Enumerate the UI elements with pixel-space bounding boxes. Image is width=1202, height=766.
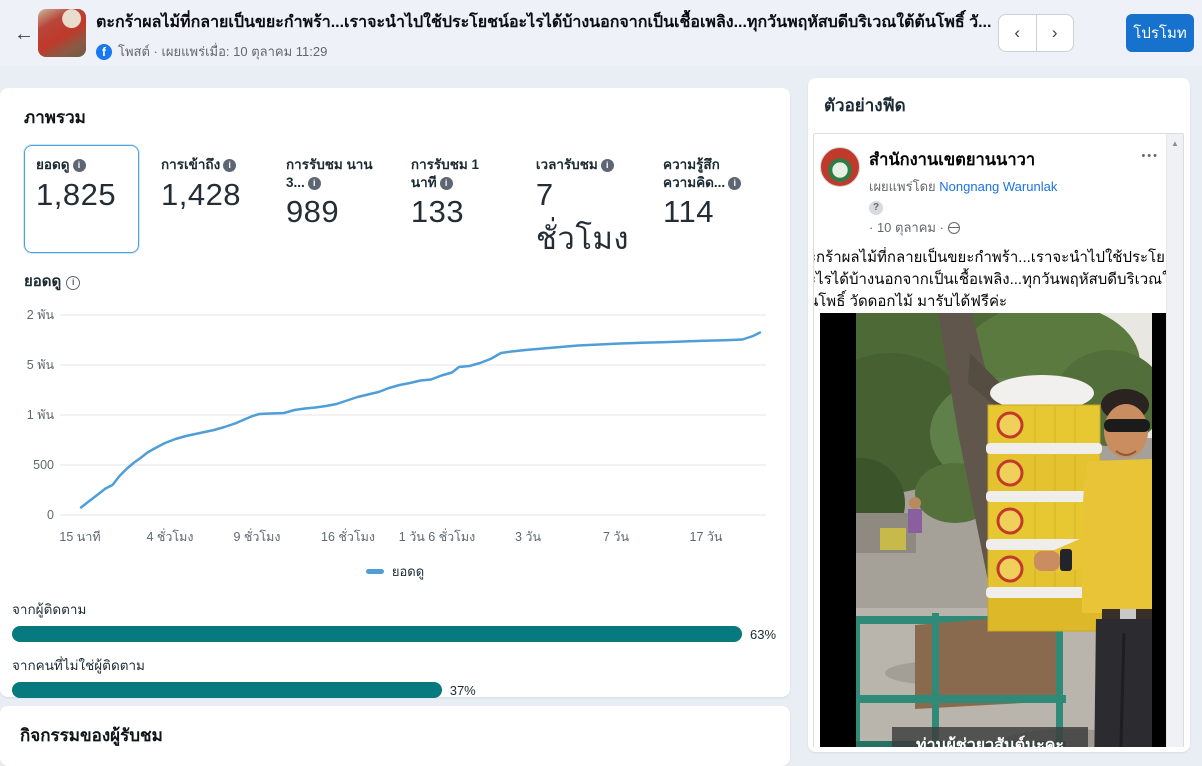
x-tick: 7 วัน bbox=[603, 530, 629, 544]
metric-label: การรับชม นาน 3... bbox=[285, 157, 373, 190]
bar-label-non-followers: จากคนที่ไม่ใช่ผู้ติดตาม bbox=[12, 658, 145, 673]
x-tick: 1 วัน 6 ชั่วโมง bbox=[398, 530, 476, 544]
bar-pct-non-followers: 37% bbox=[449, 682, 476, 698]
info-icon: i bbox=[72, 159, 86, 172]
post-date: · 10 ตุลาคม · bbox=[869, 220, 944, 235]
facebook-icon: f bbox=[96, 43, 112, 60]
x-tick: 16 ชั่วโมง bbox=[321, 530, 375, 544]
bar-non-followers bbox=[12, 682, 442, 698]
legend-line-swatch bbox=[365, 569, 384, 574]
next-post-button[interactable]: › bbox=[1051, 23, 1058, 42]
metric-label: ความรู้สึก ความคิด... bbox=[663, 157, 726, 190]
page-name-link[interactable]: สำนักงานเขตยานนาวา bbox=[869, 151, 1036, 169]
bar-pct-followers: 63% bbox=[749, 626, 777, 642]
y-tick: 5 พัน bbox=[26, 358, 54, 372]
publisher-link[interactable]: Nongnang Warunlak bbox=[939, 179, 1058, 194]
line-chart-canvas bbox=[60, 314, 766, 516]
info-icon: i bbox=[600, 159, 614, 172]
metric-card-3s-views[interactable]: การรับชม นาน 3... i 989 bbox=[274, 145, 389, 253]
follower-breakdown: จากผู้ติดตาม 63% จากคนที่ไม่ใช่ผู้ติดตาม… bbox=[12, 598, 778, 698]
metric-label: ยอดดู bbox=[36, 157, 70, 172]
bar-followers bbox=[12, 626, 742, 642]
post-text-line: นโพธิ์ วัดดอกไม้ มารับได้ฟรีค่ะ bbox=[813, 293, 1008, 310]
video-caption-line-1: ท่านผู้ช่วยวสันต์นะคะ bbox=[916, 735, 1064, 747]
post-meta: โพสต์ · เผยแพร่เมื่อ: 10 ตุลาคม 11:29 bbox=[118, 44, 328, 59]
metric-value: 7 ชั่วโมง bbox=[535, 176, 630, 256]
metrics-row: ยอดดู i 1,825 การเข้าถึง i 1,428 การรับชม … bbox=[24, 145, 766, 256]
metric-card-views[interactable]: ยอดดู i 1,825 bbox=[24, 145, 139, 253]
views-chart-heading: ยอดดู i bbox=[24, 269, 766, 293]
help-badge-icon: ? bbox=[869, 201, 883, 215]
metric-value: 133 bbox=[410, 194, 465, 230]
viewer-activity-card: กิจกรรมของผู้รับชม bbox=[0, 706, 790, 766]
back-button[interactable]: ← bbox=[14, 23, 34, 45]
x-tick: 15 นาที bbox=[59, 530, 101, 544]
overview-card: ภาพรวม ยอดดู i 1,825 การเข้าถึง i 1,428 กา… bbox=[0, 88, 790, 698]
feed-preview-card: ตัวอย่างฟีด ▲ สำนักงานเขตยานนาวา เผยแพร่… bbox=[808, 78, 1190, 752]
preview-scrollbar[interactable]: ▲ bbox=[1166, 134, 1183, 747]
globe-privacy-icon bbox=[947, 221, 960, 234]
post-text-line: ะกร้าผลไม้ที่กลายเป็นขยะกำพร้า...เราจะนำ… bbox=[813, 249, 1183, 266]
info-icon: i bbox=[728, 176, 742, 190]
x-tick: 17 วัน bbox=[689, 530, 723, 544]
post-pager: ‹ › bbox=[998, 14, 1074, 52]
metric-card-reactions[interactable]: ความรู้สึก ความคิด... i 114 bbox=[651, 145, 766, 253]
metric-label: การรับชม 1 นาที bbox=[410, 157, 480, 190]
metric-card-reach[interactable]: การเข้าถึง i 1,428 bbox=[149, 145, 264, 253]
scroll-up-icon[interactable]: ▲ bbox=[1171, 139, 1179, 148]
metric-card-1min-views[interactable]: การรับชม 1 นาที i 133 bbox=[399, 145, 514, 253]
published-by-text: เผยแพร่โดย bbox=[869, 179, 936, 194]
post-header: สำนักงานเขตยานนาวา เผยแพร่โดย Nongnang W… bbox=[814, 134, 1183, 238]
y-tick: 2 พัน bbox=[26, 308, 54, 322]
promote-button[interactable]: โปรโมท bbox=[1126, 14, 1194, 52]
x-tick: 3 วัน bbox=[515, 530, 541, 544]
previous-post-button[interactable]: ‹ bbox=[999, 15, 1037, 51]
bar-label-followers: จากผู้ติดตาม bbox=[12, 602, 87, 617]
post-video-preview[interactable]: ท่านผู้ช่วยวสันต์นะคะ มาเก็บวัสดุเหลือใช… bbox=[820, 313, 1168, 747]
info-icon: i bbox=[439, 176, 453, 190]
info-icon: i bbox=[307, 176, 321, 190]
legend-label: ยอดดู bbox=[391, 564, 425, 579]
post-text-line: ะไรได้บ้างนอกจากเป็นเชื้อเพลิง...ทุกวันพ… bbox=[813, 271, 1180, 288]
y-tick: 500 bbox=[33, 458, 54, 472]
post-title: ตะกร้าผลไม้ที่กลายเป็นขยะกำพร้า...เราจะน… bbox=[96, 14, 992, 31]
y-tick: 0 bbox=[47, 508, 54, 522]
metric-card-watch-time[interactable]: เวลารับชม i 7 ชั่วโมง bbox=[524, 145, 641, 256]
info-icon: i bbox=[66, 276, 81, 290]
post-text: ะกร้าผลไม้ที่กลายเป็นขยะกำพร้า...เราจะนำ… bbox=[813, 247, 1183, 313]
metric-label: เวลารับชม bbox=[535, 157, 598, 172]
feed-preview-heading: ตัวอย่างฟีด bbox=[824, 96, 906, 115]
feed-preview-post: ▲ สำนักงานเขตยานนาวา เผยแพร่โดย Nongnang… bbox=[813, 133, 1184, 747]
metric-value: 114 bbox=[663, 194, 714, 230]
metric-value: 989 bbox=[285, 194, 340, 230]
info-icon: i bbox=[223, 159, 237, 172]
header-bar: ← ตะกร้าผลไม้ที่กลายเป็นขยะกำพร้า...เราจ… bbox=[0, 0, 1202, 66]
page-avatar bbox=[820, 147, 860, 187]
views-series-line bbox=[79, 331, 762, 509]
post-more-button[interactable]: ••• bbox=[1141, 150, 1159, 162]
overview-heading: ภาพรวม bbox=[24, 108, 86, 127]
post-thumbnail bbox=[38, 9, 86, 57]
post-title-block: ตะกร้าผลไม้ที่กลายเป็นขยะกำพร้า...เราจะน… bbox=[96, 10, 1026, 62]
chart-legend: ยอดดู bbox=[24, 561, 766, 582]
metric-value: 1,825 bbox=[36, 176, 117, 212]
views-line-chart: 2 พัน 5 พัน 1 พัน 500 0 15 นาที 4 ชั่วโม… bbox=[24, 297, 766, 553]
metric-label: การเข้าถึง bbox=[160, 157, 221, 172]
metric-value: 1,428 bbox=[160, 176, 242, 212]
y-tick: 1 พัน bbox=[26, 408, 54, 422]
x-tick: 9 ชั่วโมง bbox=[233, 530, 281, 544]
x-tick: 4 ชั่วโมง bbox=[146, 530, 194, 544]
viewer-activity-heading: กิจกรรมของผู้รับชม bbox=[20, 726, 163, 745]
